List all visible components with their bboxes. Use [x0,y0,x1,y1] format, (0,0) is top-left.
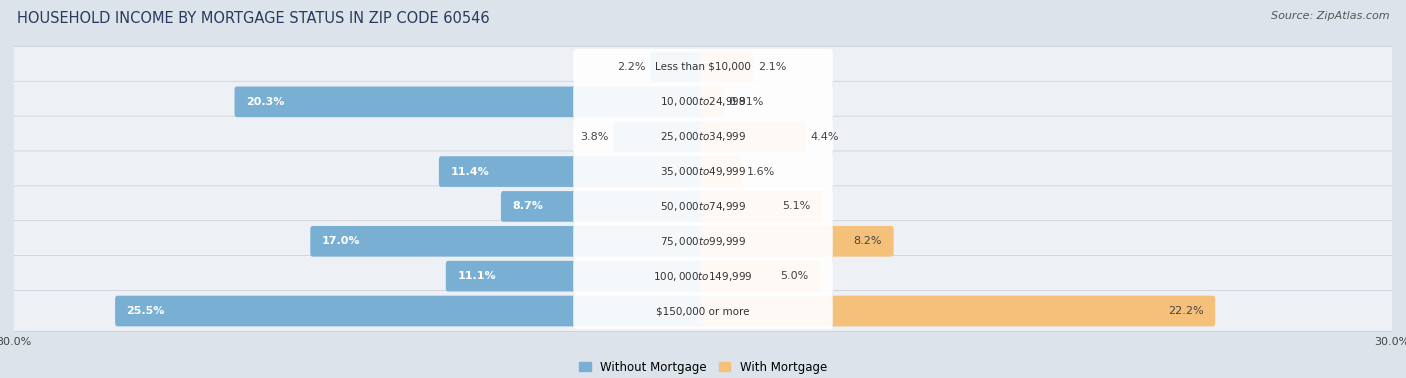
FancyBboxPatch shape [501,191,706,222]
FancyBboxPatch shape [439,156,706,187]
FancyBboxPatch shape [235,87,706,117]
FancyBboxPatch shape [700,191,823,222]
Text: 8.2%: 8.2% [853,236,882,246]
Text: 4.4%: 4.4% [811,132,839,142]
Text: 1.6%: 1.6% [747,167,775,177]
FancyBboxPatch shape [700,261,820,291]
Text: 11.4%: 11.4% [450,167,489,177]
FancyBboxPatch shape [574,223,832,259]
FancyBboxPatch shape [11,81,1395,122]
FancyBboxPatch shape [700,121,807,152]
FancyBboxPatch shape [574,258,832,294]
Text: $100,000 to $149,999: $100,000 to $149,999 [654,270,752,283]
FancyBboxPatch shape [115,296,706,326]
Text: 5.0%: 5.0% [780,271,808,281]
Text: Source: ZipAtlas.com: Source: ZipAtlas.com [1271,11,1389,21]
FancyBboxPatch shape [11,151,1395,192]
Text: $150,000 or more: $150,000 or more [657,306,749,316]
FancyBboxPatch shape [700,52,754,82]
FancyBboxPatch shape [11,116,1395,157]
FancyBboxPatch shape [700,156,742,187]
FancyBboxPatch shape [11,221,1395,262]
FancyBboxPatch shape [574,119,832,155]
Text: 2.1%: 2.1% [758,62,786,72]
FancyBboxPatch shape [11,46,1395,88]
Text: 17.0%: 17.0% [322,236,360,246]
FancyBboxPatch shape [700,226,894,257]
FancyBboxPatch shape [446,261,706,291]
FancyBboxPatch shape [574,84,832,120]
FancyBboxPatch shape [700,87,724,117]
Text: 20.3%: 20.3% [246,97,284,107]
Text: 22.2%: 22.2% [1168,306,1204,316]
Text: 3.8%: 3.8% [581,132,609,142]
FancyBboxPatch shape [311,226,706,257]
Text: 0.81%: 0.81% [728,97,763,107]
Legend: Without Mortgage, With Mortgage: Without Mortgage, With Mortgage [574,356,832,378]
Text: 11.1%: 11.1% [457,271,496,281]
Text: Less than $10,000: Less than $10,000 [655,62,751,72]
FancyBboxPatch shape [11,256,1395,297]
Text: 8.7%: 8.7% [512,201,543,211]
FancyBboxPatch shape [574,153,832,190]
FancyBboxPatch shape [574,188,832,225]
Text: $50,000 to $74,999: $50,000 to $74,999 [659,200,747,213]
FancyBboxPatch shape [574,293,832,329]
Text: 25.5%: 25.5% [127,306,165,316]
Text: HOUSEHOLD INCOME BY MORTGAGE STATUS IN ZIP CODE 60546: HOUSEHOLD INCOME BY MORTGAGE STATUS IN Z… [17,11,489,26]
Text: $35,000 to $49,999: $35,000 to $49,999 [659,165,747,178]
Text: 5.1%: 5.1% [783,201,811,211]
Text: 2.2%: 2.2% [617,62,645,72]
FancyBboxPatch shape [700,296,1215,326]
FancyBboxPatch shape [11,186,1395,227]
FancyBboxPatch shape [11,290,1395,332]
Text: $25,000 to $34,999: $25,000 to $34,999 [659,130,747,143]
FancyBboxPatch shape [650,52,706,82]
Text: $10,000 to $24,999: $10,000 to $24,999 [659,95,747,108]
FancyBboxPatch shape [613,121,706,152]
FancyBboxPatch shape [574,49,832,85]
Text: $75,000 to $99,999: $75,000 to $99,999 [659,235,747,248]
